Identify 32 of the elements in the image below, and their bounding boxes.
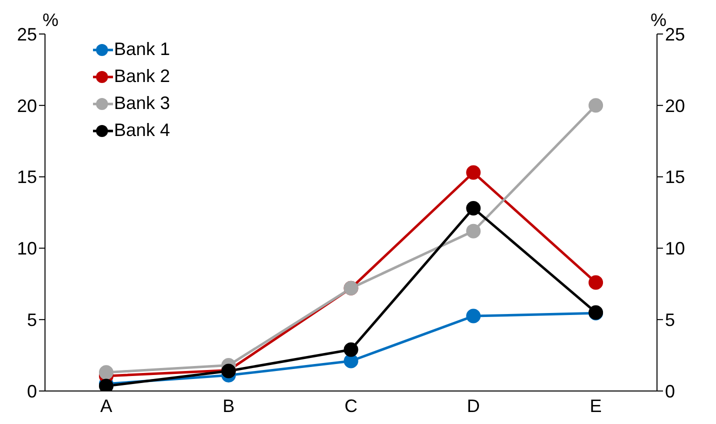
y2-tick-label: 25 [665,24,686,44]
y2-tick-label: 20 [665,96,686,116]
y-tick-label: 0 [26,381,37,402]
point [466,165,481,180]
y2-tick-label: 5 [665,310,676,330]
point [588,98,604,113]
y-tick-label: 5 [26,310,37,330]
legend-label: Bank 2 [114,65,170,88]
y2-tick-label: 15 [665,167,686,188]
point [588,275,604,290]
point [466,308,481,324]
x-tick-label: B [222,396,235,416]
point [344,354,358,368]
y2-tick-label: 0 [665,381,676,402]
y-tick-label: 10 [16,238,37,259]
legend-label: Bank 4 [114,119,170,142]
y-tick-label: 20 [16,96,37,116]
y-tick-label: 15 [16,167,37,188]
legend-label: Bank 3 [114,92,170,115]
x-tick-label: C [344,396,358,416]
y2-tick-label: 10 [665,238,686,259]
point [344,342,358,357]
legend-label: Bank 1 [114,38,170,61]
x-tick-label: E [590,396,602,416]
y2-axis-title: % [650,10,667,30]
x-tick-label: A [100,396,112,416]
y-tick-label: 25 [16,24,37,44]
point [466,224,481,238]
point [98,365,114,380]
y-axis-title: % [42,10,59,30]
x-tick-label: D [466,396,480,416]
point [466,200,481,216]
